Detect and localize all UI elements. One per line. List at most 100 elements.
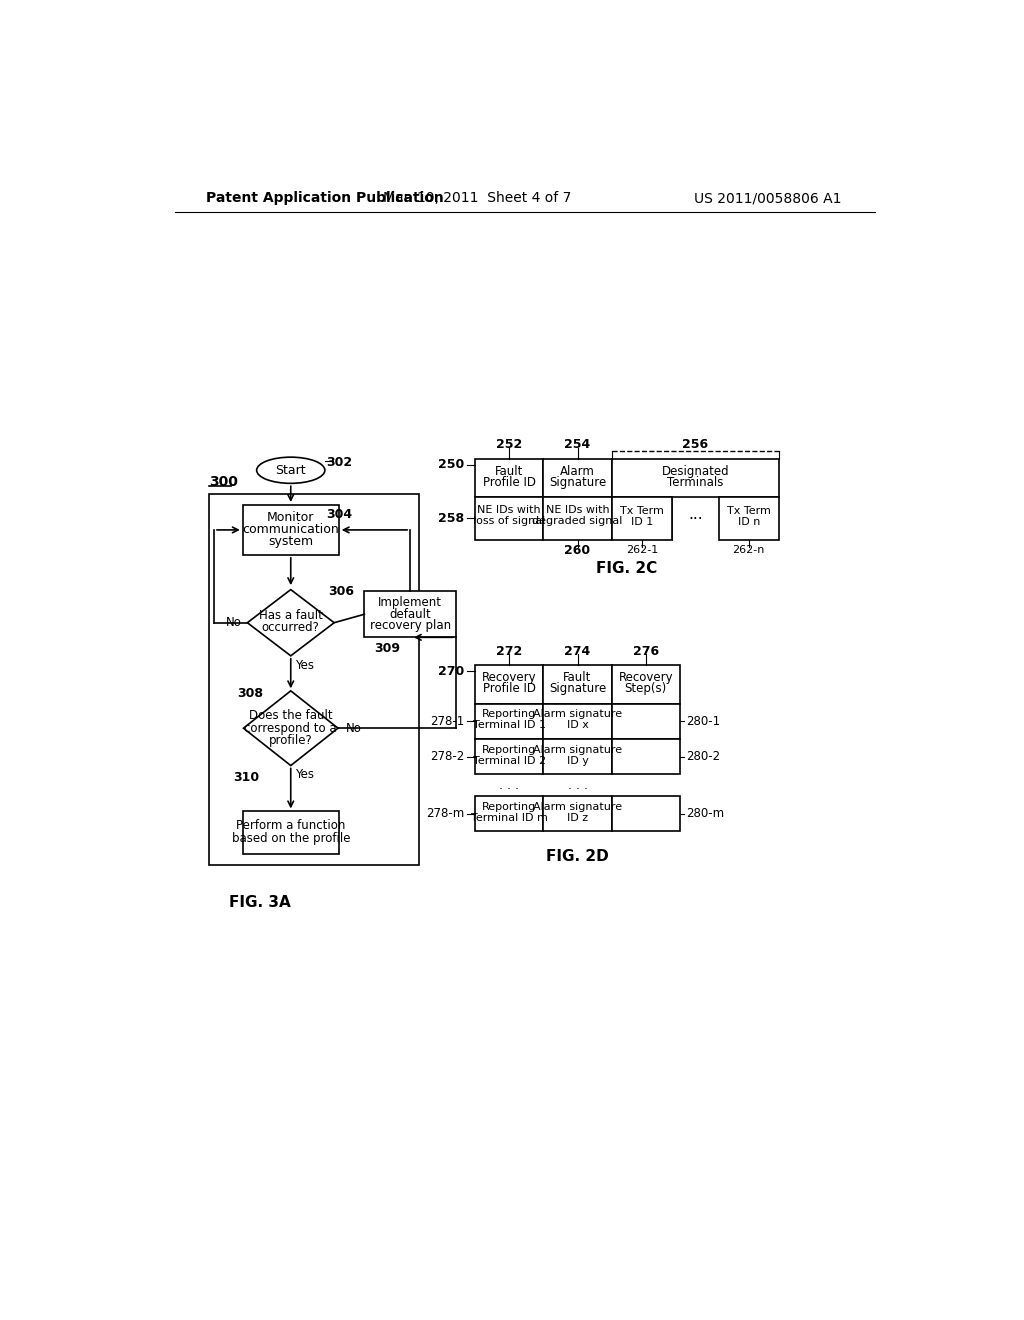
Text: Profile ID: Profile ID bbox=[482, 682, 536, 696]
Text: FIG. 2D: FIG. 2D bbox=[546, 849, 609, 863]
Text: No: No bbox=[345, 722, 361, 735]
Bar bbox=[719, 498, 779, 540]
Text: Reporting: Reporting bbox=[482, 709, 537, 719]
Text: 262-n: 262-n bbox=[732, 545, 765, 556]
Bar bbox=[611, 665, 680, 704]
Text: US 2011/0058806 A1: US 2011/0058806 A1 bbox=[693, 191, 841, 206]
Text: 262-1: 262-1 bbox=[626, 545, 658, 556]
Bar bbox=[544, 665, 611, 704]
Bar bbox=[475, 704, 544, 739]
Bar bbox=[611, 739, 680, 775]
Text: loss of signal: loss of signal bbox=[473, 516, 546, 527]
Text: 304: 304 bbox=[326, 508, 352, 521]
Text: Implement: Implement bbox=[378, 597, 442, 610]
Text: Step(s): Step(s) bbox=[625, 682, 667, 696]
Text: 310: 310 bbox=[232, 771, 259, 784]
Text: degraded signal: degraded signal bbox=[532, 516, 623, 527]
Text: Start: Start bbox=[275, 463, 306, 477]
Text: ID x: ID x bbox=[566, 721, 589, 730]
Bar bbox=[611, 459, 779, 498]
Text: FIG. 2C: FIG. 2C bbox=[596, 561, 657, 577]
Text: 308: 308 bbox=[238, 686, 263, 700]
Text: Signature: Signature bbox=[549, 682, 606, 696]
Bar bbox=[475, 459, 544, 498]
Text: 272: 272 bbox=[497, 644, 522, 657]
Text: Alarm signature: Alarm signature bbox=[532, 744, 622, 755]
Text: 250: 250 bbox=[438, 458, 464, 471]
Text: default: default bbox=[389, 607, 431, 620]
Text: Profile ID: Profile ID bbox=[482, 477, 536, 490]
Text: recovery plan: recovery plan bbox=[370, 619, 451, 632]
Bar bbox=[544, 739, 611, 775]
Text: Terminal ID m: Terminal ID m bbox=[471, 813, 548, 822]
Bar bbox=[544, 796, 611, 832]
Text: Does the fault: Does the fault bbox=[249, 709, 333, 722]
Text: Mar. 10, 2011  Sheet 4 of 7: Mar. 10, 2011 Sheet 4 of 7 bbox=[383, 191, 571, 206]
Bar bbox=[544, 704, 611, 739]
Text: Terminals: Terminals bbox=[667, 477, 724, 490]
Text: 280-2: 280-2 bbox=[686, 750, 720, 763]
Text: 274: 274 bbox=[564, 644, 591, 657]
Text: Fault: Fault bbox=[563, 671, 592, 684]
Text: . . .: . . . bbox=[500, 779, 519, 792]
Text: 258: 258 bbox=[438, 512, 464, 525]
Text: ID y: ID y bbox=[566, 755, 589, 766]
Text: Yes: Yes bbox=[295, 768, 314, 781]
Text: Perform a function: Perform a function bbox=[237, 818, 345, 832]
Text: correspond to a: correspond to a bbox=[245, 722, 337, 735]
Text: ...: ... bbox=[688, 507, 702, 521]
Text: 278-2: 278-2 bbox=[430, 750, 464, 763]
Bar bbox=[611, 796, 680, 832]
Text: Alarm signature: Alarm signature bbox=[532, 801, 622, 812]
Text: ID 1: ID 1 bbox=[631, 517, 653, 527]
Text: Terminal ID 2: Terminal ID 2 bbox=[473, 755, 546, 766]
Text: NE IDs with: NE IDs with bbox=[546, 506, 609, 515]
Bar bbox=[544, 498, 611, 540]
Text: Recovery: Recovery bbox=[618, 671, 673, 684]
Text: Reporting: Reporting bbox=[482, 744, 537, 755]
Text: 270: 270 bbox=[438, 665, 464, 677]
Polygon shape bbox=[244, 690, 338, 766]
Text: Terminal ID 1: Terminal ID 1 bbox=[473, 721, 546, 730]
Text: Tx Term: Tx Term bbox=[727, 506, 771, 516]
Text: . . .: . . . bbox=[567, 779, 588, 792]
Bar bbox=[611, 704, 680, 739]
Text: Recovery: Recovery bbox=[482, 671, 537, 684]
Bar bbox=[475, 665, 544, 704]
Text: 280-1: 280-1 bbox=[686, 714, 720, 727]
Text: NE IDs with: NE IDs with bbox=[477, 506, 541, 515]
Text: Alarm signature: Alarm signature bbox=[532, 709, 622, 719]
Text: 309: 309 bbox=[375, 642, 400, 655]
Text: Has a fault: Has a fault bbox=[259, 609, 323, 622]
Text: occurred?: occurred? bbox=[262, 620, 319, 634]
Bar bbox=[475, 498, 544, 540]
Text: 276: 276 bbox=[633, 644, 658, 657]
Text: system: system bbox=[268, 536, 313, 548]
Text: 256: 256 bbox=[682, 438, 709, 451]
Text: Yes: Yes bbox=[295, 659, 314, 672]
Bar bbox=[243, 506, 339, 554]
Text: based on the profile: based on the profile bbox=[231, 832, 350, 845]
Text: Tx Term: Tx Term bbox=[620, 506, 664, 516]
Text: communication: communication bbox=[243, 523, 339, 536]
Text: Alarm: Alarm bbox=[560, 465, 595, 478]
Text: 300: 300 bbox=[209, 475, 239, 488]
Text: 302: 302 bbox=[326, 455, 352, 469]
Bar bbox=[544, 459, 611, 498]
Text: 252: 252 bbox=[497, 438, 522, 451]
Text: 280-m: 280-m bbox=[686, 807, 724, 820]
Bar bbox=[611, 498, 672, 540]
Text: 278-1: 278-1 bbox=[430, 714, 464, 727]
Text: profile?: profile? bbox=[269, 734, 312, 747]
Text: ID z: ID z bbox=[567, 813, 588, 822]
Bar bbox=[209, 494, 419, 866]
Polygon shape bbox=[248, 590, 334, 656]
Text: Designated: Designated bbox=[662, 465, 729, 478]
Text: Patent Application Publication: Patent Application Publication bbox=[206, 191, 443, 206]
Bar bbox=[243, 812, 339, 854]
Bar bbox=[475, 739, 544, 775]
Text: 254: 254 bbox=[564, 438, 591, 451]
Text: 260: 260 bbox=[564, 544, 591, 557]
Text: 306: 306 bbox=[328, 585, 354, 598]
Text: ID n: ID n bbox=[737, 517, 760, 527]
